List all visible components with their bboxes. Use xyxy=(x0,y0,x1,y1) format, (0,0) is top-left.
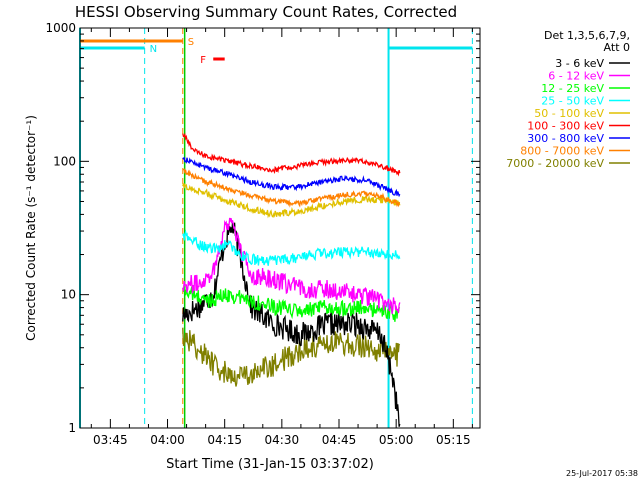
x-tick-label: 04:15 xyxy=(207,433,242,447)
legend-entry-label: 6 - 12 keV xyxy=(548,70,604,83)
series-layer xyxy=(182,132,401,427)
series-line-6 xyxy=(182,156,401,198)
legend-entry-label: 300 - 800 keV xyxy=(527,132,604,145)
series-line-8 xyxy=(182,327,401,387)
chart-title: HESSI Observing Summary Count Rates, Cor… xyxy=(75,3,457,21)
y-tick-label: 100 xyxy=(53,154,76,168)
x-tick-label: 04:45 xyxy=(322,433,357,447)
flare-flag-label: F xyxy=(200,55,206,66)
series-line-0 xyxy=(182,222,401,427)
x-tick-label: 05:15 xyxy=(436,433,471,447)
series-line-3 xyxy=(182,229,401,266)
x-tick-label: 04:00 xyxy=(150,433,185,447)
x-tick-label: 05:00 xyxy=(379,433,414,447)
series-line-7 xyxy=(182,168,401,208)
night-flag-label: N xyxy=(150,44,157,55)
legend-entry-label: 50 - 100 keV xyxy=(534,107,604,120)
legend-header-line1: Det 1,3,5,6,7,9, xyxy=(544,29,630,42)
footer-timestamp: 25-Jul-2017 05:38 xyxy=(566,469,638,478)
x-tick-label: 04:30 xyxy=(265,433,300,447)
series-line-5 xyxy=(182,132,401,177)
y-tick-label: 10 xyxy=(61,288,76,302)
legend-entry-label: 800 - 7000 keV xyxy=(520,145,604,158)
legend-header-line2: Att 0 xyxy=(604,41,630,54)
x-tick-label: 03:45 xyxy=(93,433,128,447)
y-tick-label: 1 xyxy=(68,421,76,435)
axis-ticks: 1 10 100 1000 03:45 04:00 04:15 04:30 04:45 05:00… xyxy=(45,21,480,447)
legend-entry-label: 12 - 25 keV xyxy=(541,82,604,95)
legend-entry-label: 3 - 6 keV xyxy=(555,57,604,70)
legend-entry-label: 100 - 300 keV xyxy=(527,120,604,133)
y-axis-label: Corrected Count Rate (s⁻¹ detector⁻¹) xyxy=(24,115,38,341)
legend-entry-label: 7000 - 20000 keV xyxy=(506,157,604,170)
y-tick-label: 1000 xyxy=(45,21,76,35)
series-line-4 xyxy=(182,182,401,219)
legend-entry-label: 25 - 50 keV xyxy=(541,95,604,108)
series-line-2 xyxy=(182,283,401,322)
saa-flag-label: S xyxy=(188,37,194,48)
plot-frame xyxy=(79,27,481,429)
x-axis-label: Start Time (31-Jan-15 03:37:02) xyxy=(166,457,374,472)
